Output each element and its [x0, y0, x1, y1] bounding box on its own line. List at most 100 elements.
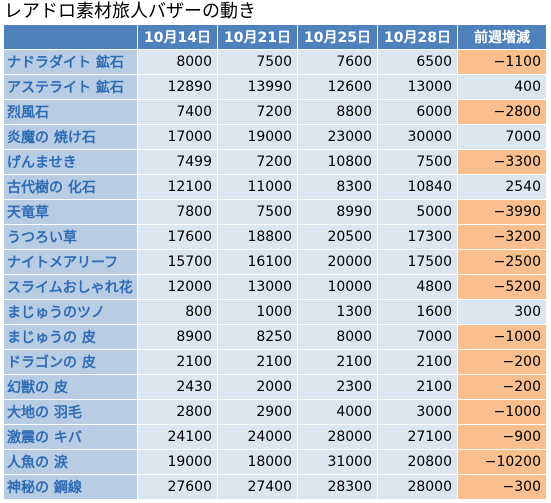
price-cell: 24000 [217, 424, 298, 450]
price-cell: 12890 [137, 74, 218, 100]
item-name: まじゅうのツノ [3, 299, 138, 325]
corner-cell [3, 24, 138, 50]
price-cell: 1000 [217, 299, 298, 325]
table-row: 大地の 羽毛 2800 2900 4000 3000 −1000 [3, 399, 547, 425]
price-cell: 2100 [377, 349, 458, 375]
item-name: ナドラダイト 鉱石 [3, 49, 138, 75]
price-cell: 7400 [137, 99, 218, 125]
item-name: 幻獣の 皮 [3, 374, 138, 400]
price-cell: 24100 [137, 424, 218, 450]
item-name: 人魚の 涙 [3, 449, 138, 475]
price-cell: 19000 [217, 124, 298, 150]
price-cell: −3990 [457, 199, 547, 225]
table-row: ナドラダイト 鉱石 8000 7500 7600 6500 −1100 [3, 49, 547, 75]
table-row: 神秘の 鋼線 27600 27400 28300 28000 −300 [3, 474, 547, 500]
price-cell: 10800 [297, 149, 378, 175]
table-row: ナイトメアリーフ 15700 16100 20000 17500 −2500 [3, 249, 547, 275]
item-name: 烈風石 [3, 99, 138, 125]
table-row: 幻獣の 皮 2430 2000 2300 2100 −200 [3, 374, 547, 400]
price-cell: 13000 [377, 74, 458, 100]
header-cell: 10月25日 [297, 24, 378, 50]
table-row: ドラゴンの 皮 2100 2100 2100 2100 −200 [3, 349, 547, 375]
price-cell: 15700 [137, 249, 218, 275]
price-cell: 27600 [137, 474, 218, 500]
price-cell: −200 [457, 374, 547, 400]
price-cell: 2900 [217, 399, 298, 425]
price-cell: 17000 [137, 124, 218, 150]
price-cell: 2100 [297, 349, 378, 375]
price-cell: 10840 [377, 174, 458, 200]
price-cell: 23000 [297, 124, 378, 150]
price-cell: 13000 [217, 274, 298, 300]
header-cell: 10月14日 [137, 24, 218, 50]
price-cell: −2800 [457, 99, 547, 125]
price-cell: 2100 [217, 349, 298, 375]
price-cell: 5000 [377, 199, 458, 225]
table-row: アステライト 鉱石 12890 13990 12600 13000 400 [3, 74, 547, 100]
price-cell: 2100 [377, 374, 458, 400]
price-cell: 8990 [297, 199, 378, 225]
price-cell: 18000 [217, 449, 298, 475]
header-cell: 10月28日 [377, 24, 458, 50]
header-cell: 10月21日 [217, 24, 298, 50]
price-cell: 7600 [297, 49, 378, 75]
table-row: うつろい草 17600 18800 20500 17300 −3200 [3, 224, 547, 250]
price-cell: 18800 [217, 224, 298, 250]
price-cell: 28000 [297, 424, 378, 450]
price-cell: 19000 [137, 449, 218, 475]
price-cell: 28000 [377, 474, 458, 500]
table-row: 天竜草 7800 7500 8990 5000 −3990 [3, 199, 547, 225]
price-cell: −1100 [457, 49, 547, 75]
price-cell: 7200 [217, 99, 298, 125]
price-cell: 12600 [297, 74, 378, 100]
price-cell: 7500 [217, 49, 298, 75]
price-cell: 7500 [217, 199, 298, 225]
price-cell: 800 [137, 299, 218, 325]
table-row: まじゅうの 皮 8900 8250 8000 7000 −1000 [3, 324, 547, 350]
price-cell: 8900 [137, 324, 218, 350]
price-cell: 10000 [297, 274, 378, 300]
item-name: 炎魔の 焼け石 [3, 124, 138, 150]
price-cell: 11000 [217, 174, 298, 200]
item-name: 大地の 羽毛 [3, 399, 138, 425]
price-cell: 12000 [137, 274, 218, 300]
price-cell: 7200 [217, 149, 298, 175]
price-cell: 12100 [137, 174, 218, 200]
price-cell: −900 [457, 424, 547, 450]
price-cell: 28300 [297, 474, 378, 500]
header-cell: 前週増減 [457, 24, 547, 50]
table-row: 激震の キバ 24100 24000 28000 27100 −900 [3, 424, 547, 450]
price-cell: −1000 [457, 324, 547, 350]
price-cell: −2500 [457, 249, 547, 275]
price-cell: 13990 [217, 74, 298, 100]
price-cell: 17600 [137, 224, 218, 250]
price-cell: −300 [457, 474, 547, 500]
price-cell: 2800 [137, 399, 218, 425]
price-cell: 7499 [137, 149, 218, 175]
table-row: げんませき 7499 7200 10800 7500 −3300 [3, 149, 547, 175]
price-cell: 2430 [137, 374, 218, 400]
price-cell: −3300 [457, 149, 547, 175]
item-name: スライムおしゃれ花 [3, 274, 138, 300]
price-cell: 7800 [137, 199, 218, 225]
price-cell: −200 [457, 349, 547, 375]
item-name: げんませき [3, 149, 138, 175]
price-cell: 6000 [377, 99, 458, 125]
price-cell: 7000 [457, 124, 547, 150]
item-name: ドラゴンの 皮 [3, 349, 138, 375]
price-cell: −10200 [457, 449, 547, 475]
price-cell: 17500 [377, 249, 458, 275]
price-cell: 30000 [377, 124, 458, 150]
price-cell: 400 [457, 74, 547, 100]
item-name: ナイトメアリーフ [3, 249, 138, 275]
item-name: まじゅうの 皮 [3, 324, 138, 350]
item-name: アステライト 鉱石 [3, 74, 138, 100]
price-cell: 8000 [297, 324, 378, 350]
price-cell: −5200 [457, 274, 547, 300]
item-name: 激震の キバ [3, 424, 138, 450]
price-cell: −3200 [457, 224, 547, 250]
price-cell: 1300 [297, 299, 378, 325]
price-cell: −1000 [457, 399, 547, 425]
header-row: 10月14日 10月21日 10月25日 10月28日 前週増減 [3, 24, 547, 50]
price-cell: 2100 [137, 349, 218, 375]
